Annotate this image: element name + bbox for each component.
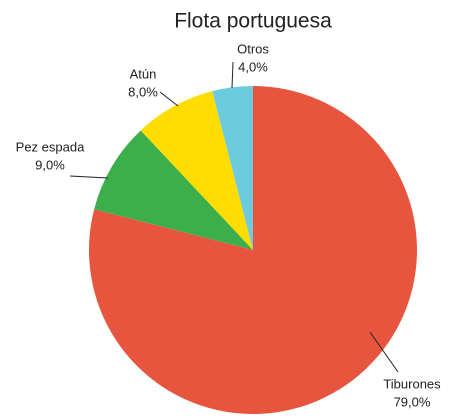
- pie-slice: [212, 86, 253, 250]
- slice-label: Pez espada: [16, 139, 85, 154]
- slice-label: Tiburones: [383, 376, 441, 391]
- pie-slice: [88, 86, 417, 414]
- slice-value-label: 8,0%: [128, 84, 158, 99]
- pie-slice: [94, 130, 253, 250]
- leader-line: [69, 175, 109, 179]
- slice-label: Otros: [237, 41, 269, 56]
- slice-value-label: 9,0%: [35, 157, 65, 172]
- pie-slice: [140, 91, 253, 250]
- slice-value-label: 79,0%: [394, 394, 431, 409]
- slice-label: Atún: [130, 66, 157, 81]
- leader-line: [159, 91, 179, 107]
- leader-line: [231, 61, 234, 89]
- slice-value-label: 4,0%: [238, 59, 268, 74]
- leader-line: [369, 331, 399, 373]
- chart-title: Flota portuguesa: [174, 10, 332, 33]
